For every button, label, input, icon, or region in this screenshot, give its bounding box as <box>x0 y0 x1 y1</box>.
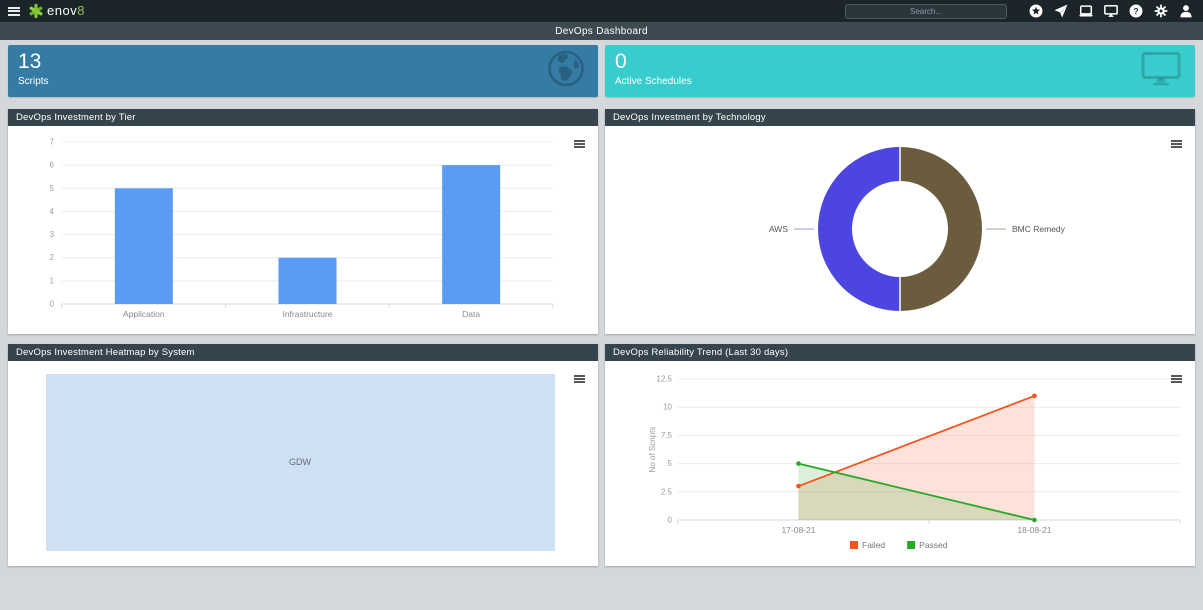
active-schedules-label: Active Schedules <box>615 76 692 87</box>
svg-text:GDW: GDW <box>289 457 312 467</box>
svg-text:Passed: Passed <box>919 540 948 550</box>
svg-text:?: ? <box>1133 6 1138 16</box>
svg-text:0: 0 <box>50 300 55 309</box>
panel-title: DevOps Investment by Technology <box>605 109 1195 126</box>
active-schedules-count: 0 <box>615 50 627 73</box>
logo-suffix: 8 <box>77 3 85 18</box>
svg-text:7.5: 7.5 <box>661 431 673 440</box>
svg-text:Infrastructure: Infrastructure <box>282 309 332 319</box>
svg-text:5: 5 <box>50 184 55 193</box>
chart-menu-icon[interactable] <box>1171 135 1182 153</box>
svg-text:0: 0 <box>668 516 673 525</box>
svg-text:17-08-21: 17-08-21 <box>781 525 815 535</box>
svg-text:10: 10 <box>663 403 672 412</box>
globe-icon <box>547 50 585 93</box>
scripts-label: Scripts <box>18 76 49 87</box>
svg-text:2: 2 <box>50 253 55 262</box>
svg-text:2.5: 2.5 <box>661 487 673 496</box>
user-icon[interactable] <box>1179 4 1193 18</box>
svg-text:BMC Remedy: BMC Remedy <box>1012 224 1066 234</box>
chart-menu-icon[interactable] <box>1171 370 1182 388</box>
svg-text:7: 7 <box>50 138 55 147</box>
panel-investment-by-technology: DevOps Investment by Technology AWS BMC R… <box>605 109 1195 334</box>
svg-text:3: 3 <box>50 230 55 239</box>
monitor-icon <box>1140 50 1182 93</box>
svg-text:6: 6 <box>50 161 55 170</box>
svg-text:1: 1 <box>50 276 55 285</box>
svg-text:4: 4 <box>50 207 55 216</box>
svg-text:Application: Application <box>123 309 165 319</box>
panel-reliability-trend: DevOps Reliability Trend (Last 30 days) … <box>605 344 1195 566</box>
svg-text:No of Scripts: No of Scripts <box>648 427 657 473</box>
logo-text: enov <box>47 3 78 18</box>
enov8-flower-icon <box>29 3 43 19</box>
scripts-count: 13 <box>18 50 42 73</box>
laptop-icon[interactable] <box>1079 4 1093 18</box>
chart-menu-icon[interactable] <box>574 135 585 153</box>
scripts-stat-card[interactable]: 13 Scripts <box>8 45 598 97</box>
panel-title: DevOps Investment by Tier <box>8 109 598 126</box>
projector-icon[interactable] <box>1104 4 1118 18</box>
logo[interactable]: enov8 <box>28 2 84 20</box>
page-title: DevOps Dashboard <box>0 22 1203 40</box>
svg-text:18-08-21: 18-08-21 <box>1017 525 1051 535</box>
hamburger-menu-icon[interactable] <box>8 6 20 16</box>
circle-star-icon[interactable] <box>1029 4 1043 18</box>
settings-gear-icon[interactable] <box>1154 4 1168 18</box>
svg-text:AWS: AWS <box>769 224 788 234</box>
panel-title: DevOps Reliability Trend (Last 30 days) <box>605 344 1195 361</box>
panel-investment-heatmap: DevOps Investment Heatmap by System GDW <box>8 344 598 566</box>
panel-investment-by-tier: DevOps Investment by Tier 0 1 2 3 4 5 6 7 Applic… <box>8 109 598 334</box>
svg-text:Failed: Failed <box>862 540 885 550</box>
panel-title: DevOps Investment Heatmap by System <box>8 344 598 361</box>
active-schedules-stat-card[interactable]: 0 Active Schedules <box>605 45 1195 97</box>
chart-menu-icon[interactable] <box>574 370 585 388</box>
svg-text:5: 5 <box>668 459 673 468</box>
svg-text:12.5: 12.5 <box>656 375 672 384</box>
paper-plane-icon[interactable] <box>1054 4 1068 18</box>
top-nav: enov8 ? <box>0 0 1203 22</box>
svg-text:Data: Data <box>462 309 480 319</box>
help-icon[interactable]: ? <box>1129 4 1143 18</box>
search-input[interactable] <box>845 3 1007 19</box>
